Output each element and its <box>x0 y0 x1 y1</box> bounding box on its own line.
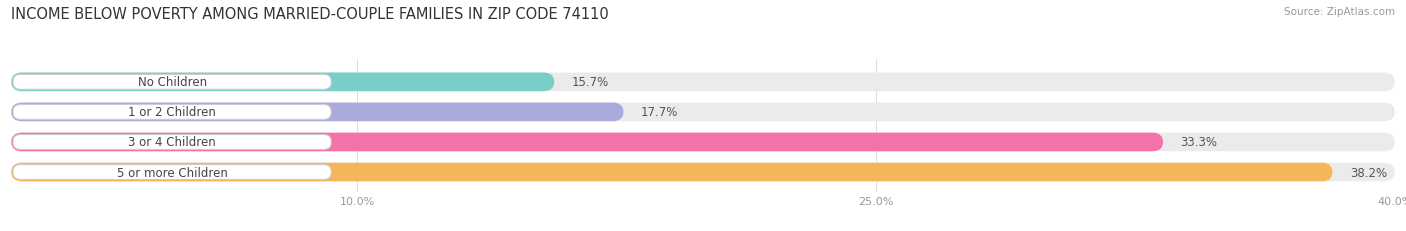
Text: 1 or 2 Children: 1 or 2 Children <box>128 106 217 119</box>
FancyBboxPatch shape <box>13 75 332 90</box>
FancyBboxPatch shape <box>11 163 1333 182</box>
Text: 5 or more Children: 5 or more Children <box>117 166 228 179</box>
FancyBboxPatch shape <box>11 103 623 122</box>
Text: 17.7%: 17.7% <box>641 106 678 119</box>
Text: 3 or 4 Children: 3 or 4 Children <box>128 136 217 149</box>
Text: 33.3%: 33.3% <box>1180 136 1218 149</box>
FancyBboxPatch shape <box>11 163 1395 182</box>
Text: INCOME BELOW POVERTY AMONG MARRIED-COUPLE FAMILIES IN ZIP CODE 74110: INCOME BELOW POVERTY AMONG MARRIED-COUPL… <box>11 7 609 22</box>
Text: No Children: No Children <box>138 76 207 89</box>
FancyBboxPatch shape <box>13 165 332 180</box>
FancyBboxPatch shape <box>11 73 1395 92</box>
FancyBboxPatch shape <box>11 133 1163 152</box>
Text: Source: ZipAtlas.com: Source: ZipAtlas.com <box>1284 7 1395 17</box>
Text: 38.2%: 38.2% <box>1350 166 1386 179</box>
FancyBboxPatch shape <box>11 133 1395 152</box>
Text: 15.7%: 15.7% <box>572 76 609 89</box>
FancyBboxPatch shape <box>11 73 554 92</box>
FancyBboxPatch shape <box>11 103 1395 122</box>
FancyBboxPatch shape <box>13 105 332 120</box>
FancyBboxPatch shape <box>13 135 332 150</box>
